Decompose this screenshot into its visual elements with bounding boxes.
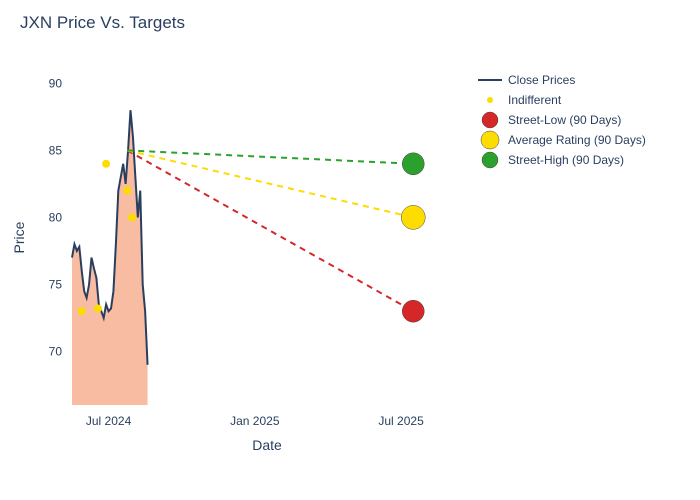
target-line-street_low	[127, 150, 413, 311]
legend-dot-swatch	[487, 97, 493, 103]
close-prices-area	[72, 110, 148, 405]
legend-entry: Average Rating (90 Days)	[481, 131, 646, 149]
chart-title: JXN Price Vs. Targets	[20, 13, 185, 32]
legend-entry: Street-Low (90 Days)	[482, 112, 621, 128]
target-line-average_rating	[127, 150, 413, 217]
indifferent-point	[78, 307, 86, 315]
target-line-street_high	[127, 150, 413, 163]
legend-circle-swatch	[481, 131, 499, 149]
legend-label: Street-High (90 Days)	[508, 153, 624, 167]
y-tick-label: 85	[49, 143, 63, 157]
x-tick-label: Jul 2025	[378, 414, 424, 428]
legend-label: Street-Low (90 Days)	[508, 113, 621, 127]
y-axis-label: Price	[11, 221, 27, 253]
x-tick-label: Jul 2024	[86, 414, 132, 428]
chart-container: JXN Price Vs. Targets 70 75 80 85 90 Jul 2024 J…	[0, 0, 700, 500]
legend-circle-swatch	[482, 152, 498, 168]
legend-label: Average Rating (90 Days)	[508, 133, 646, 147]
indifferent-point	[94, 305, 102, 313]
legend-circle-swatch	[482, 112, 498, 128]
y-tick-label: 70	[49, 344, 63, 358]
y-tick-label: 80	[49, 210, 63, 224]
target-marker-street_high	[402, 153, 424, 175]
legend-entry: Street-High (90 Days)	[482, 152, 624, 168]
y-tick-label: 90	[49, 76, 63, 90]
target-marker-average_rating	[401, 205, 425, 229]
legend-label: Close Prices	[508, 73, 575, 87]
legend-label: Indifferent	[508, 93, 562, 107]
legend-entry: Indifferent	[487, 93, 562, 107]
x-tick-label: Jan 2025	[230, 414, 280, 428]
chart-svg: JXN Price Vs. Targets 70 75 80 85 90 Jul 2024 J…	[0, 0, 700, 500]
indifferent-point	[128, 213, 136, 221]
y-tick-label: 75	[49, 277, 63, 291]
target-marker-street_low	[402, 300, 424, 322]
legend: Close Prices Indifferent Street-Low (90 Da…	[478, 73, 646, 168]
indifferent-point	[123, 187, 131, 195]
x-axis-label: Date	[252, 437, 282, 453]
indifferent-point	[102, 160, 110, 168]
legend-entry: Close Prices	[478, 73, 575, 87]
